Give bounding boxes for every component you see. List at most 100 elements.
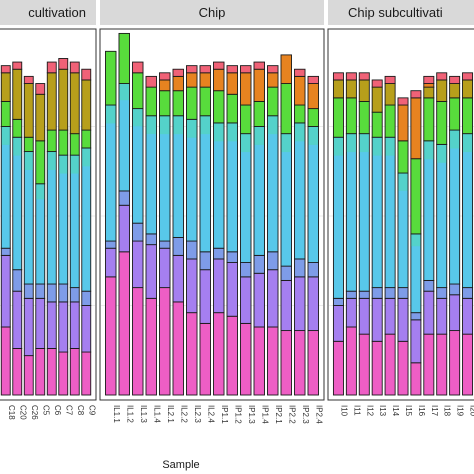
bar-segment-pink <box>226 65 238 74</box>
bar-segment-periwinkle <box>199 251 211 271</box>
bar-segment-periwinkle <box>436 287 448 299</box>
x-tick-label: I18 <box>443 405 452 417</box>
bar-segment-periwinkle <box>240 262 252 278</box>
bar-segment-magenta <box>410 362 422 396</box>
bar-segment-teal <box>24 152 33 170</box>
bar-segment-green <box>105 50 117 106</box>
bar-segment-teal <box>372 137 382 156</box>
bar-segment-pink <box>0 65 11 74</box>
bar-segment-pink <box>46 61 57 74</box>
bar-segment-violet <box>213 258 225 314</box>
bar-segment-pink <box>332 72 344 81</box>
bar-segment-olive <box>12 68 23 120</box>
bar-segment-green <box>449 97 461 131</box>
bar-segment-magenta <box>371 340 383 396</box>
bar-segment-periwinkle <box>159 240 171 249</box>
bar-segment-orange <box>159 79 171 92</box>
bar-segment-olive <box>345 79 357 99</box>
bar-segment-pink <box>423 75 435 84</box>
x-tick-label: I19 <box>456 405 465 417</box>
bar-segment-periwinkle <box>449 283 461 296</box>
bar-segment-teal <box>463 134 473 153</box>
panel-frame-2 <box>99 28 325 401</box>
bar-segment-violet <box>81 305 92 353</box>
bar-segment-sky <box>159 115 171 242</box>
bar-segment-violet <box>35 297 46 349</box>
bar-segment-pink <box>35 83 46 95</box>
bar-segment-green <box>58 129 69 156</box>
x-tick-label: IP1.3 <box>247 405 256 424</box>
bar-segment-periwinkle <box>0 247 11 256</box>
bar-segment-pink <box>267 65 279 74</box>
bar-segment-olive <box>436 79 448 102</box>
bar-segment-magenta <box>105 276 117 396</box>
x-tick-label: C9 <box>87 405 96 416</box>
bar-segment-violet <box>23 297 34 357</box>
x-tick-label: C6 <box>53 405 62 416</box>
bar-segment-sky <box>199 115 211 253</box>
bar-segment-violet <box>410 319 422 364</box>
bar-segment-magenta <box>199 322 211 396</box>
bar-segment-sky <box>280 133 292 267</box>
bar-segment-violet <box>132 240 144 289</box>
bar-segment-teal <box>308 127 319 145</box>
bar-segment-periwinkle <box>397 287 409 299</box>
bar-segment-pink <box>449 75 461 84</box>
bar-segment-periwinkle <box>226 251 238 263</box>
x-tick-label: IL1.3 <box>139 405 148 423</box>
bar-segment-periwinkle <box>12 269 23 292</box>
bar-segment-green <box>186 86 198 120</box>
bar-segment-green <box>213 90 225 124</box>
bar-segment-green <box>345 97 357 135</box>
bar-segment-sky <box>46 151 57 285</box>
bar-segment-teal <box>146 116 157 134</box>
bar-segment-pink <box>12 61 23 70</box>
bar-segment-periwinkle <box>35 283 46 299</box>
bar-segment-violet <box>358 297 370 335</box>
bar-segment-green <box>69 133 80 156</box>
bar-segment-orange <box>253 68 265 102</box>
bar-segment-green <box>0 100 11 127</box>
x-tick-label: IP2.3 <box>301 405 310 424</box>
bar-segment-periwinkle <box>462 287 474 299</box>
bar-segment-violet <box>423 290 435 335</box>
bar-segment-pink <box>462 72 474 81</box>
bar-segment-violet <box>253 272 265 328</box>
bar-segment-olive <box>332 79 344 99</box>
bar-segment-teal <box>424 141 434 160</box>
bar-segment-green <box>240 104 252 135</box>
bar-segment-teal <box>119 84 130 101</box>
bar-segment-teal <box>333 137 343 156</box>
bar-segment-orange <box>397 104 409 142</box>
bar-segment-magenta <box>240 322 252 396</box>
bar-segment-sky <box>226 122 238 253</box>
bar-segment-green <box>145 86 157 117</box>
bar-segment-orange <box>307 83 319 110</box>
bar-segment-violet <box>371 297 383 342</box>
bar-segment-violet <box>462 297 474 335</box>
bar-segment-green <box>199 86 211 117</box>
bar-segment-pink <box>159 72 171 81</box>
bar-segment-violet <box>46 301 57 349</box>
bar-segment-teal <box>186 119 197 138</box>
facet-strip-1 <box>0 0 96 25</box>
bar-segment-violet <box>384 297 396 335</box>
bar-segment-periwinkle <box>132 222 144 242</box>
bar-segment-sky <box>449 129 461 285</box>
bar-segment-magenta <box>12 348 23 396</box>
bar-segment-orange <box>294 75 306 106</box>
bar-segment-magenta <box>213 312 225 396</box>
bar-segment-magenta <box>186 312 198 396</box>
bar-segment-green <box>253 100 265 127</box>
bar-segment-sky <box>12 136 23 271</box>
bar-segment-magenta <box>307 330 319 396</box>
bar-segment-green <box>462 97 474 135</box>
bar-segment-sky <box>23 151 34 285</box>
bar-segment-olive <box>449 83 461 99</box>
bar-segment-sky <box>358 133 370 292</box>
bar-segment-pink <box>294 68 306 77</box>
x-tick-label: IL2.4 <box>206 405 215 423</box>
bar-segment-periwinkle <box>371 287 383 299</box>
bar-segment-pink <box>58 58 69 70</box>
bar-segment-pink <box>307 75 319 84</box>
